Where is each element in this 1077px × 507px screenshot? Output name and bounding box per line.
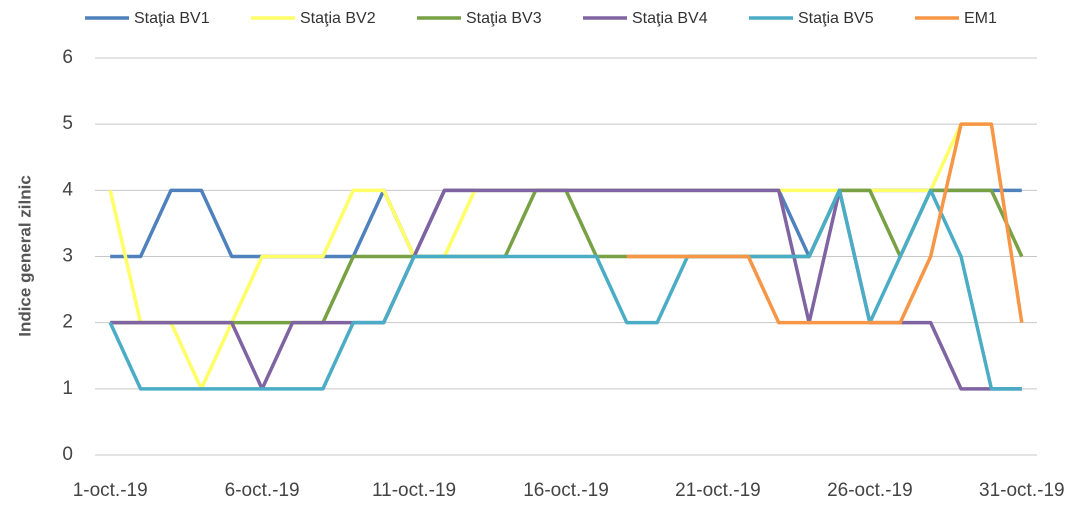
x-tick-label: 11-oct.-19: [372, 480, 456, 501]
y-tick-label: 1: [62, 378, 73, 399]
legend-label: Staţia BV5: [798, 10, 874, 27]
x-tick-label: 1-oct.-19: [73, 480, 148, 501]
x-tick-label: 21-oct.-19: [675, 480, 761, 501]
series-line: [626, 122, 1024, 325]
y-tick-label: 5: [62, 113, 73, 134]
legend-label: Staţia BV4: [632, 10, 708, 27]
legend-label: Staţia BV2: [300, 10, 376, 27]
legend-label: Staţia BV1: [134, 10, 210, 27]
y-tick-label: 4: [62, 179, 73, 200]
x-tick-label: 16-oct.-19: [523, 480, 609, 501]
x-tick-label: 31-oct.-19: [979, 480, 1065, 501]
legend-label: Staţia BV3: [466, 10, 542, 27]
y-axis-label: Indice general zilnic: [15, 175, 34, 337]
y-tick-label: 3: [62, 246, 73, 267]
x-tick-label: 6-oct.-19: [225, 480, 300, 501]
y-tick-label: 2: [62, 312, 73, 333]
x-tick-label: 26-oct.-19: [827, 480, 913, 501]
y-tick-label: 0: [62, 444, 73, 465]
legend-label: EM1: [964, 10, 997, 27]
y-tick-label: 6: [62, 47, 73, 68]
